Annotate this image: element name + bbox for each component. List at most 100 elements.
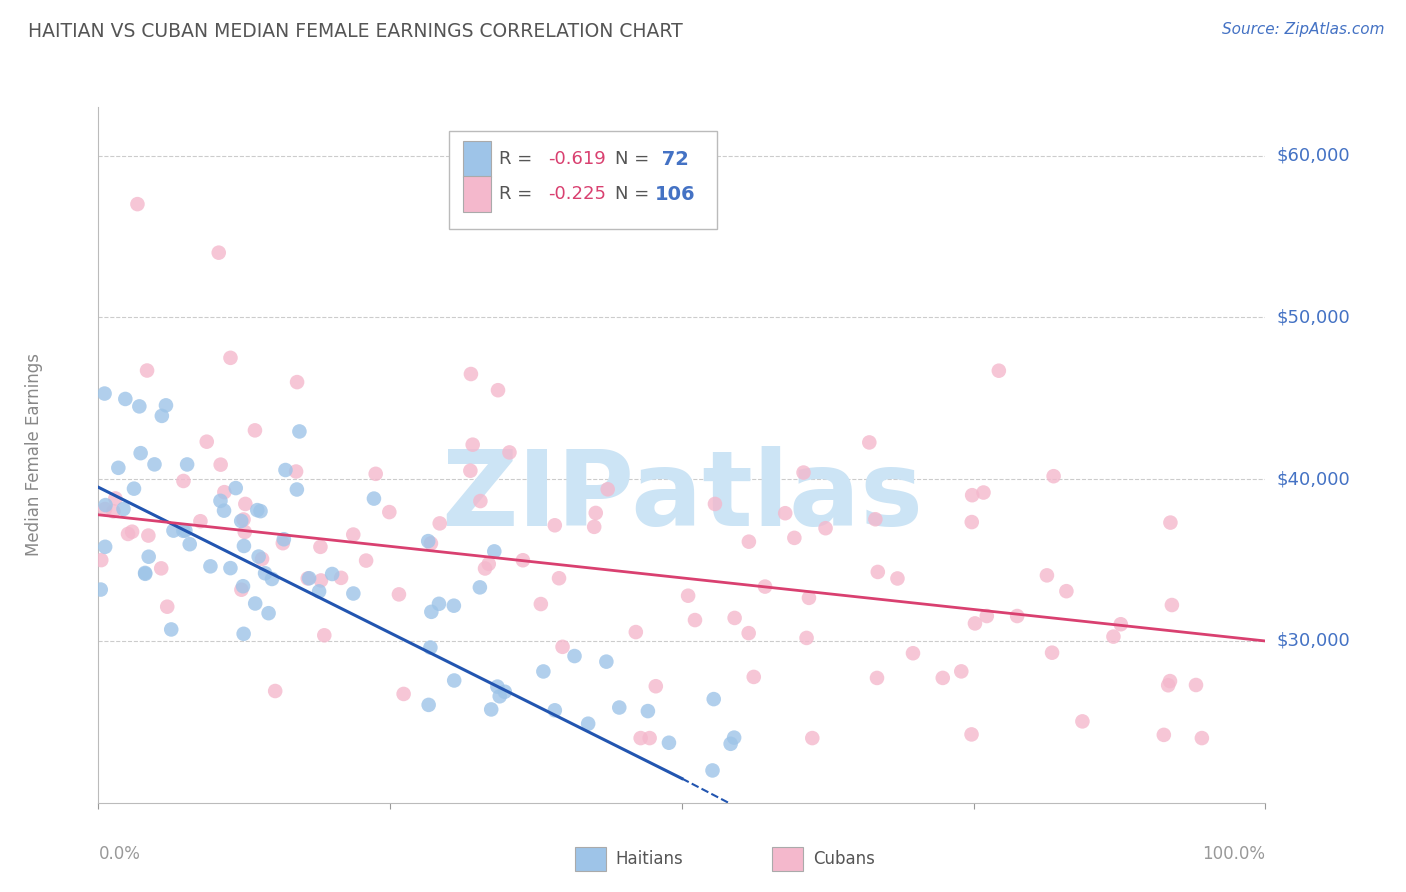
FancyBboxPatch shape xyxy=(463,141,491,178)
Point xyxy=(121,524,143,539)
Point xyxy=(796,631,818,645)
Text: 72: 72 xyxy=(655,150,689,169)
Point xyxy=(155,398,177,412)
Point xyxy=(134,566,156,580)
FancyBboxPatch shape xyxy=(449,131,717,229)
Point xyxy=(209,493,232,508)
Point xyxy=(1153,728,1175,742)
Point xyxy=(150,409,173,423)
Point xyxy=(94,498,117,512)
Point xyxy=(1054,584,1077,599)
Point xyxy=(814,521,837,535)
Point xyxy=(644,679,666,693)
Point xyxy=(112,502,135,516)
Point xyxy=(737,626,759,640)
Point xyxy=(548,571,571,585)
Point xyxy=(90,582,112,597)
Point xyxy=(308,584,330,599)
Point xyxy=(134,566,156,581)
Point xyxy=(443,599,465,613)
Point xyxy=(190,514,212,528)
Point xyxy=(388,587,411,601)
Point xyxy=(478,557,501,571)
Point xyxy=(886,572,908,586)
Point xyxy=(143,458,166,472)
Point xyxy=(94,502,117,516)
Point xyxy=(793,466,815,480)
Point xyxy=(544,703,567,717)
Text: -0.619: -0.619 xyxy=(548,150,606,169)
Point xyxy=(232,579,254,593)
Point xyxy=(298,571,321,585)
Point xyxy=(801,731,824,745)
Text: Source: ZipAtlas.com: Source: ZipAtlas.com xyxy=(1222,22,1385,37)
Point xyxy=(208,245,231,260)
Point xyxy=(1005,609,1028,624)
Point xyxy=(443,673,465,688)
Point xyxy=(418,698,440,712)
Point xyxy=(858,435,880,450)
Point xyxy=(176,458,198,472)
Point xyxy=(530,597,553,611)
Point xyxy=(249,504,271,518)
Point xyxy=(309,574,332,588)
Point xyxy=(179,537,201,551)
Point xyxy=(901,646,924,660)
Point xyxy=(976,609,998,624)
Point xyxy=(172,524,194,538)
Point xyxy=(136,363,159,377)
Text: Median Female Earnings: Median Female Earnings xyxy=(25,353,44,557)
Point xyxy=(225,481,247,495)
Point xyxy=(174,524,197,538)
Point xyxy=(723,611,745,625)
Point xyxy=(474,561,496,575)
Point xyxy=(378,505,401,519)
Point xyxy=(233,524,256,539)
Point xyxy=(583,520,606,534)
Point xyxy=(564,648,586,663)
Point xyxy=(596,483,619,497)
Point xyxy=(232,627,254,641)
Point xyxy=(703,497,725,511)
Text: R =: R = xyxy=(499,185,537,203)
Point xyxy=(330,571,353,585)
Point xyxy=(607,700,630,714)
Point xyxy=(963,616,986,631)
Point xyxy=(285,483,308,497)
Point xyxy=(288,425,311,439)
Point xyxy=(274,463,297,477)
Point xyxy=(117,527,139,541)
Point xyxy=(658,736,681,750)
Point xyxy=(683,613,706,627)
Point xyxy=(392,687,415,701)
Point xyxy=(960,727,983,741)
Point xyxy=(638,731,661,745)
Text: $30,000: $30,000 xyxy=(1277,632,1350,650)
Text: ZIPatlas: ZIPatlas xyxy=(441,446,922,548)
Point xyxy=(297,571,319,585)
Point xyxy=(702,764,724,778)
Point xyxy=(1071,714,1094,729)
Point xyxy=(156,599,179,614)
Point xyxy=(200,559,222,574)
Text: 106: 106 xyxy=(655,185,696,203)
Point xyxy=(1159,674,1181,689)
Point xyxy=(865,512,887,526)
Point xyxy=(209,458,232,472)
Point xyxy=(94,540,117,554)
Text: N =: N = xyxy=(616,150,655,169)
Point xyxy=(512,553,534,567)
Text: Cubans: Cubans xyxy=(813,850,875,868)
Point xyxy=(419,536,441,550)
Text: Haitians: Haitians xyxy=(616,850,683,868)
Point xyxy=(1109,617,1132,632)
Text: 0.0%: 0.0% xyxy=(98,845,141,863)
Point xyxy=(245,597,267,611)
Text: $40,000: $40,000 xyxy=(1277,470,1350,488)
Text: R =: R = xyxy=(499,150,537,169)
Point xyxy=(630,731,652,745)
Point xyxy=(233,497,256,511)
Point xyxy=(551,640,574,654)
Point xyxy=(250,552,273,566)
Point xyxy=(418,534,440,549)
